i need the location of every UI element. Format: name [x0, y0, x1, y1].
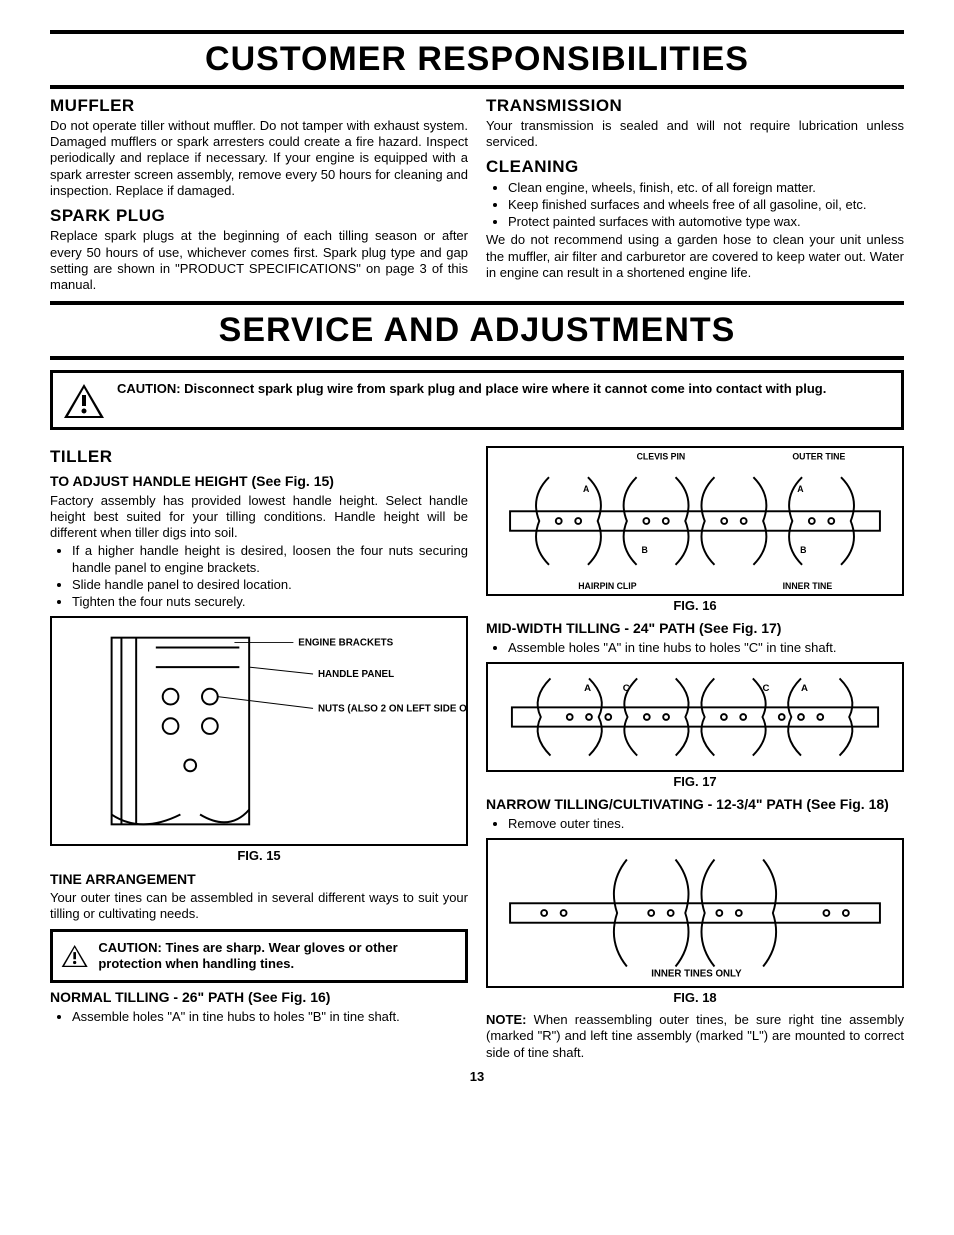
rule-top: [50, 30, 904, 34]
section2-title: SERVICE AND ADJUSTMENTS: [50, 309, 904, 352]
warning-icon-small: [61, 940, 88, 972]
muffler-body: Do not operate tiller without muffler. D…: [50, 118, 468, 199]
narrow-bullet: Remove outer tines.: [508, 816, 904, 832]
section1-right-col: TRANSMISSION Your transmission is sealed…: [486, 89, 904, 296]
mid-width-heading: MID-WIDTH TILLING - 24" PATH (See Fig. 1…: [486, 620, 904, 638]
section1-left-col: MUFFLER Do not operate tiller without mu…: [50, 89, 468, 296]
tine-arrangement-intro: Your outer tines can be assembled in sev…: [50, 890, 468, 923]
reassembly-note: NOTE: When reassembling outer tines, be …: [486, 1012, 904, 1061]
fig17-diagram: A C C A: [488, 664, 902, 770]
fig15-caption: FIG. 15: [50, 848, 468, 864]
fig16-label-6: HAIRPIN CLIP: [578, 581, 637, 591]
fig16-diagram: CLEVIS PIN OUTER TINE A A B B HAIRPIN CL…: [488, 448, 902, 594]
sparkplug-heading: SPARK PLUG: [50, 205, 468, 226]
transmission-heading: TRANSMISSION: [486, 95, 904, 116]
figure-16: CLEVIS PIN OUTER TINE A A B B HAIRPIN CL…: [486, 446, 904, 596]
fig17-label-3: A: [801, 683, 808, 694]
cleaning-heading: CLEANING: [486, 156, 904, 177]
cleaning-bullet-1: Keep finished surfaces and wheels free o…: [508, 197, 904, 213]
caution-tines-box: CAUTION: Tines are sharp. Wear gloves or…: [50, 929, 468, 984]
narrow-heading: NARROW TILLING/CULTIVATING - 12-3/4" PAT…: [486, 796, 904, 814]
cleaning-bullet-0: Clean engine, wheels, finish, etc. of al…: [508, 180, 904, 196]
fig16-label-1: OUTER TINE: [792, 451, 845, 461]
fig16-label-0: CLEVIS PIN: [637, 451, 686, 461]
mid-width-bullets: Assemble holes "A" in tine hubs to holes…: [486, 640, 904, 656]
fig17-caption: FIG. 17: [486, 774, 904, 790]
normal-tilling-heading: NORMAL TILLING - 26" PATH (See Fig. 16): [50, 989, 468, 1007]
figure-17: A C C A: [486, 662, 904, 772]
note-text: When reassembling outer tines, be sure r…: [486, 1012, 904, 1060]
fig15-diagram: ENGINE BRACKETS HANDLE PANEL NUTS (ALSO …: [52, 618, 466, 844]
section1-title: CUSTOMER RESPONSIBILITIES: [50, 38, 904, 81]
page-number: 13: [50, 1069, 904, 1085]
cleaning-bullets: Clean engine, wheels, finish, etc. of al…: [486, 180, 904, 231]
section2-left-col: TILLER TO ADJUST HANDLE HEIGHT (See Fig.…: [50, 440, 468, 1063]
fig17-label-1: C: [623, 683, 630, 694]
caution-tines-text: CAUTION: Tines are sharp. Wear gloves or…: [98, 940, 457, 973]
caution-main-text: CAUTION: Disconnect spark plug wire from…: [117, 381, 826, 398]
section2-columns: TILLER TO ADJUST HANDLE HEIGHT (See Fig.…: [50, 440, 904, 1063]
fig16-label-2: A: [583, 484, 590, 494]
figure-18: INNER TINES ONLY: [486, 838, 904, 988]
tine-arrangement-heading: TINE ARRANGEMENT: [50, 871, 468, 889]
fig16-caption: FIG. 16: [486, 598, 904, 614]
cleaning-bullet-2: Protect painted surfaces with automotive…: [508, 214, 904, 230]
adjust-handle-bullet-2: Tighten the four nuts securely.: [72, 594, 468, 610]
fig18-caption: FIG. 18: [486, 990, 904, 1006]
sparkplug-body: Replace spark plugs at the beginning of …: [50, 228, 468, 293]
warning-icon: [63, 383, 105, 419]
cleaning-footer: We do not recommend using a garden hose …: [486, 232, 904, 281]
fig15-label-1: HANDLE PANEL: [318, 669, 394, 680]
fig16-label-4: B: [641, 545, 647, 555]
normal-tilling-bullets: Assemble holes "A" in tine hubs to holes…: [50, 1009, 468, 1025]
fig15-label-2: NUTS (ALSO 2 ON LEFT SIDE OF TILLER): [318, 704, 466, 715]
figure-15: ENGINE BRACKETS HANDLE PANEL NUTS (ALSO …: [50, 616, 468, 846]
rule-between-sections: [50, 301, 904, 305]
section1-columns: MUFFLER Do not operate tiller without mu…: [50, 89, 904, 296]
fig17-label-0: A: [584, 683, 591, 694]
fig16-label-3: A: [797, 484, 804, 494]
mid-width-bullet: Assemble holes "A" in tine hubs to holes…: [508, 640, 904, 656]
adjust-handle-bullet-1: Slide handle panel to desired location.: [72, 577, 468, 593]
adjust-handle-heading: TO ADJUST HANDLE HEIGHT (See Fig. 15): [50, 473, 468, 491]
fig17-label-2: C: [762, 683, 769, 694]
section2-right-col: CLEVIS PIN OUTER TINE A A B B HAIRPIN CL…: [486, 440, 904, 1063]
transmission-body: Your transmission is sealed and will not…: [486, 118, 904, 151]
narrow-bullets: Remove outer tines.: [486, 816, 904, 832]
adjust-handle-bullet-0: If a higher handle height is desired, lo…: [72, 543, 468, 576]
caution-main-box: CAUTION: Disconnect spark plug wire from…: [50, 370, 904, 430]
fig16-label-5: B: [800, 545, 806, 555]
fig16-label-7: INNER TINE: [783, 581, 833, 591]
fig18-diagram: INNER TINES ONLY: [488, 840, 902, 986]
muffler-heading: MUFFLER: [50, 95, 468, 116]
rule-under-title2: [50, 356, 904, 360]
fig15-label-0: ENGINE BRACKETS: [298, 638, 393, 649]
adjust-handle-intro: Factory assembly has provided lowest han…: [50, 493, 468, 542]
adjust-handle-bullets: If a higher handle height is desired, lo…: [50, 543, 468, 610]
normal-tilling-bullet: Assemble holes "A" in tine hubs to holes…: [72, 1009, 468, 1025]
fig18-label-0: INNER TINES ONLY: [651, 968, 742, 979]
tiller-heading: TILLER: [50, 446, 468, 467]
